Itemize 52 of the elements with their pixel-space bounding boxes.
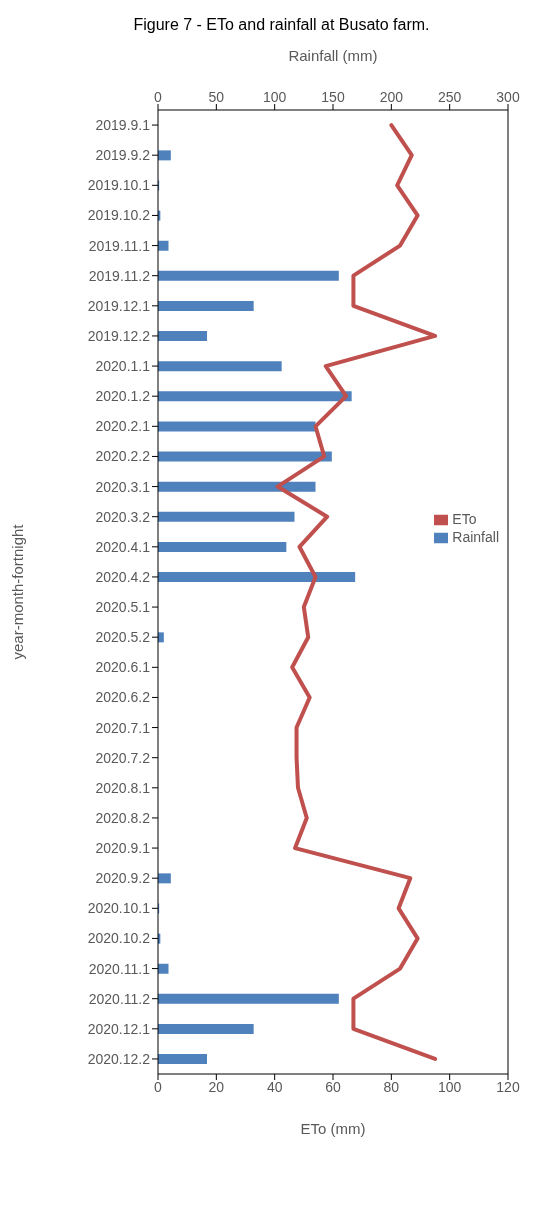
y-tick-label: 2020.7.2 bbox=[95, 749, 151, 766]
y-tick-label: 2019.11.2 bbox=[88, 267, 151, 284]
y-tick-label: 2020.1.1 bbox=[95, 358, 151, 375]
y-tick-label: 2020.11.1 bbox=[88, 960, 151, 977]
chart-title: Figure 7 - ETo and rainfall at Busato farm. bbox=[132, 15, 431, 35]
y-tick-label: 2020.6.1 bbox=[95, 659, 151, 676]
x2-tick-label: 200 bbox=[379, 89, 404, 105]
x2-tick-label: 300 bbox=[496, 89, 520, 105]
y-tick-label: 2019.12.1 bbox=[87, 297, 151, 314]
y-tick-label: 2019.11.1 bbox=[88, 237, 151, 254]
x-tick-label: 100 bbox=[437, 1078, 462, 1095]
y-tick-label: 2020.6.2 bbox=[95, 689, 151, 706]
y-tick-label: 2020.8.1 bbox=[95, 779, 151, 796]
y-tick-label: 2020.2.1 bbox=[95, 418, 151, 435]
y-tick-label: 2020.5.1 bbox=[95, 599, 151, 616]
y-tick-label: 2020.7.1 bbox=[95, 719, 151, 736]
y-tick-label: 2020.5.2 bbox=[95, 629, 151, 646]
y-tick-label: 2020.12.2 bbox=[87, 1050, 151, 1067]
y-tick-label: 2020.10.1 bbox=[87, 900, 151, 917]
y-tick-label: 2020.1.2 bbox=[95, 388, 151, 405]
y-tick-label: 2020.10.2 bbox=[87, 930, 151, 947]
y-tick-label: 2020.4.1 bbox=[95, 538, 151, 555]
y-tick-label: 2020.3.2 bbox=[95, 508, 151, 525]
x-tick-label: 40 bbox=[266, 1078, 283, 1095]
x-axis-title: ETo (mm) bbox=[300, 1120, 366, 1137]
y-tick-label: 2019.12.2 bbox=[87, 327, 151, 344]
x-tick-label: 0 bbox=[154, 1078, 163, 1095]
y-tick-label: 2020.12.1 bbox=[87, 1020, 151, 1037]
legend-label: Rainfall bbox=[452, 529, 499, 545]
y-tick-label: 2019.10.1 bbox=[87, 177, 151, 194]
x-tick-label: 80 bbox=[383, 1078, 400, 1095]
y-tick-label: 2019.9.1 bbox=[95, 117, 151, 134]
y-axis-title: year-month-fortnight bbox=[9, 523, 27, 660]
y-tick-label: 2020.3.1 bbox=[95, 478, 151, 495]
x2-axis-title: Rainfall (mm) bbox=[288, 46, 378, 64]
x-tick-label: 120 bbox=[496, 1078, 520, 1095]
x-tick-label: 60 bbox=[325, 1078, 341, 1095]
y-tick-label: 2019.10.2 bbox=[87, 207, 151, 224]
y-tick-label: 2020.2.2 bbox=[95, 448, 151, 465]
y-tick-label: 2020.4.2 bbox=[95, 568, 151, 585]
x2-tick-label: 50 bbox=[208, 89, 225, 105]
y-tick-label: 2020.9.2 bbox=[95, 870, 151, 887]
x2-tick-label: 150 bbox=[321, 89, 345, 105]
x2-tick-label: 250 bbox=[437, 89, 462, 105]
y-tick-label: 2020.11.2 bbox=[88, 990, 151, 1007]
y-tick-label: 2020.8.2 bbox=[95, 809, 151, 826]
x2-tick-label: 100 bbox=[262, 89, 287, 105]
legend-label: ETo bbox=[452, 511, 477, 527]
y-tick-label: 2020.9.1 bbox=[95, 840, 151, 857]
y-tick-label: 2019.9.2 bbox=[95, 147, 151, 164]
x-tick-label: 20 bbox=[208, 1078, 225, 1095]
x2-tick-label: 0 bbox=[154, 89, 163, 105]
